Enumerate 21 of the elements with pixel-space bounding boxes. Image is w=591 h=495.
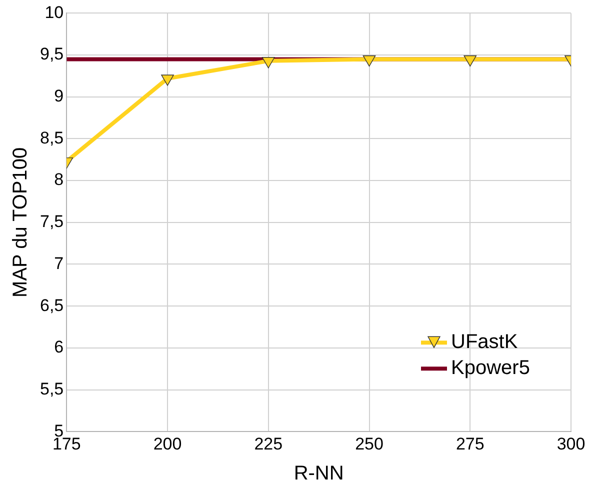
y-tick-label: 8 <box>54 170 64 190</box>
x-tick-label: 200 <box>153 434 182 454</box>
x-tick-label: 225 <box>254 434 283 454</box>
y-axis-title: MAP du TOP100 <box>10 147 32 298</box>
y-tick-label: 9,5 <box>40 44 64 64</box>
legend-label: Kpower5 <box>451 357 530 380</box>
y-tick-label: 6,5 <box>40 296 64 315</box>
point <box>262 57 275 68</box>
y-tick-label: 8,5 <box>40 128 64 148</box>
y-tick-label: 7 <box>54 254 64 273</box>
y-tick-label: 7,5 <box>40 212 64 232</box>
point <box>362 55 376 67</box>
x-axis-title: R-NN <box>294 462 344 485</box>
x-tick-label: 275 <box>456 434 484 454</box>
x-tick-label: 300 <box>556 434 586 454</box>
x-tick-label: 250 <box>355 434 384 454</box>
y-tick-label: 5,5 <box>40 379 64 398</box>
y-tick-label: 10 <box>44 2 64 22</box>
y-tick-label: 6 <box>54 338 64 357</box>
legend-label: UFastK <box>451 331 518 354</box>
y-tick-label: 9 <box>54 86 64 106</box>
